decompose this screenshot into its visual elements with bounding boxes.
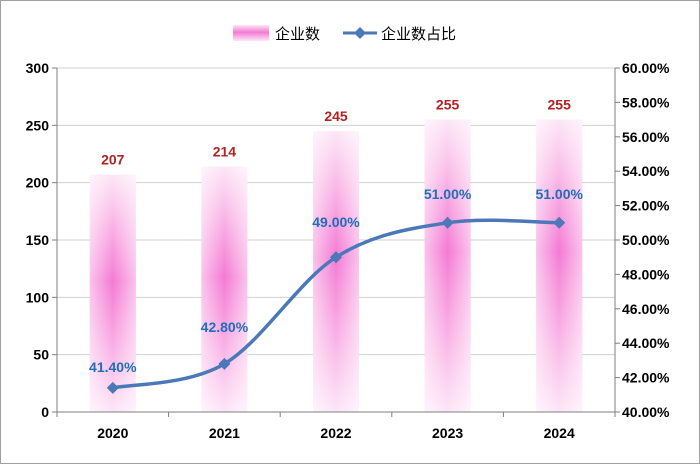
legend-bar-label: 企业数: [275, 25, 320, 43]
axes: 0 50 100 150 200 250 300 40.00% 42.00% 44.00% 46.0…: [26, 60, 670, 441]
line-value-label: 51.00%: [424, 186, 472, 202]
y-left-tick-label: 300: [26, 60, 50, 76]
bar-sheen: [201, 166, 248, 412]
legend: 企业数 企业数占比: [233, 25, 456, 43]
y-left-tick-label: 200: [26, 175, 50, 191]
legend-line-label: 企业数占比: [381, 25, 456, 43]
legend-diamond-marker: [354, 27, 366, 39]
x-tick-label: 2024: [544, 425, 575, 441]
line-series: [106, 216, 566, 394]
data-labels: 207 214 245 255 255 41.40% 42.80% 49.00% 51.00% 5…: [89, 97, 583, 375]
bar-value-label: 214: [213, 144, 237, 160]
x-tick-label: 2023: [432, 425, 463, 441]
y-right-tick-label: 60.00%: [622, 60, 670, 76]
line-value-label: 41.40%: [89, 359, 137, 375]
y-right-tick-label: 50.00%: [622, 232, 670, 248]
y-right-tick-label: 42.00%: [622, 370, 670, 386]
line-point-marker: [330, 251, 342, 264]
line-value-label: 49.00%: [312, 214, 360, 230]
line-value-label: 42.80%: [201, 319, 249, 335]
line-value-label: 51.00%: [535, 186, 583, 202]
bar-value-label: 255: [548, 97, 572, 113]
y-right-tick-label: 44.00%: [622, 335, 670, 351]
y-right-tick-label: 54.00%: [622, 163, 670, 179]
y-right-tick-label: 58.00%: [622, 94, 670, 110]
y-left-tick-label: 250: [26, 117, 50, 133]
line-point-marker: [106, 381, 119, 394]
y-left-tick-label: 150: [26, 232, 50, 248]
bar-sheen: [424, 119, 471, 412]
legend-bar-swatch: [233, 25, 269, 41]
y-left-tick-label: 50: [33, 347, 49, 363]
bar-value-label: 245: [324, 108, 348, 124]
line-point-marker: [441, 216, 454, 229]
line-point-marker: [218, 357, 231, 370]
x-tick-label: 2021: [209, 425, 240, 441]
y-right-tick-label: 56.00%: [622, 129, 670, 145]
x-tick-label: 2020: [97, 425, 128, 441]
bar-value-label: 255: [436, 97, 460, 113]
bar-sheen: [313, 131, 359, 413]
bar-sheen: [89, 174, 136, 412]
y-right-tick-label: 48.00%: [622, 266, 670, 282]
bar-sheen: [536, 119, 583, 412]
y-right-tick-label: 46.00%: [622, 301, 670, 317]
line-point-marker: [553, 216, 566, 229]
y-right-tick-label: 52.00%: [622, 198, 670, 214]
y-left-tick-label: 0: [41, 404, 49, 420]
bar-value-label: 207: [101, 152, 125, 168]
y-left-tick-label: 100: [26, 289, 50, 305]
x-tick-label: 2022: [320, 425, 351, 441]
bars: [89, 119, 583, 413]
y-right-tick-label: 40.00%: [622, 404, 670, 420]
